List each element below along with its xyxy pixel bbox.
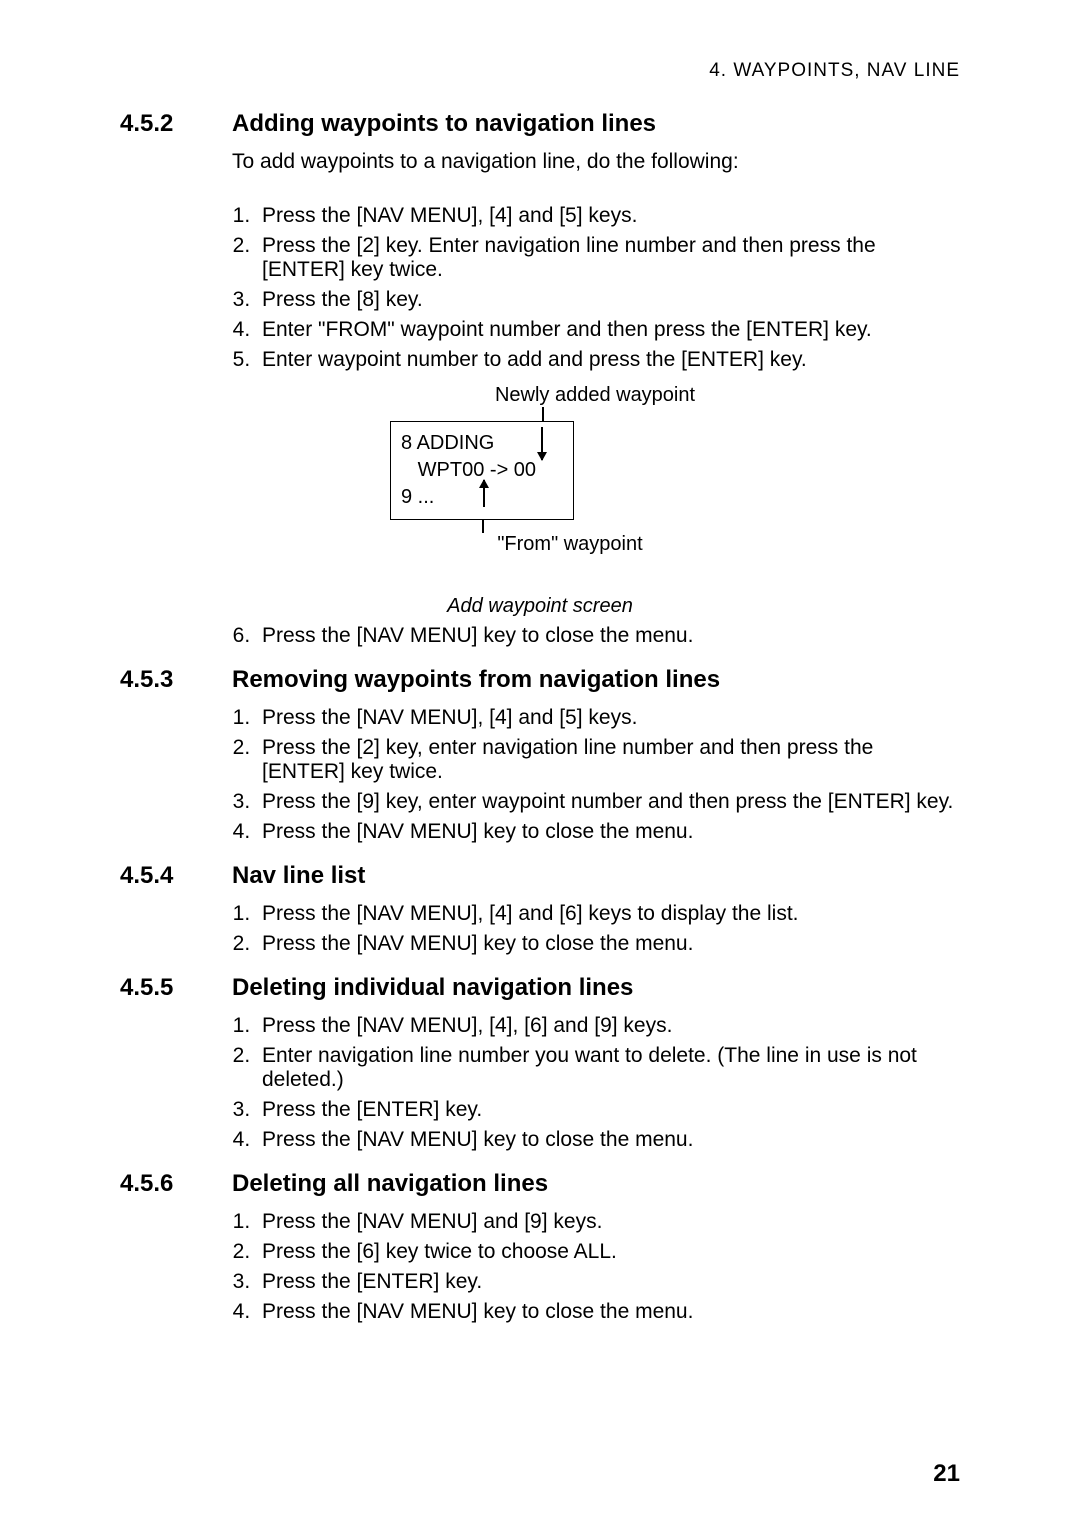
section-number: 4.5.2 bbox=[120, 110, 190, 138]
heading-4-5-6: 4.5.6 Deleting all navigation lines bbox=[120, 1170, 960, 1198]
diagram: Newly added waypoint 8 ADDING WPT00 -> 0… bbox=[380, 384, 700, 587]
steps-4-5-4: Press the [NAV MENU], [4] and [6] keys t… bbox=[232, 902, 960, 956]
step-item: Enter "FROM" waypoint number and then pr… bbox=[256, 318, 960, 342]
section-number: 4.5.4 bbox=[120, 862, 190, 890]
step-item: Press the [NAV MENU] key to close the me… bbox=[256, 1128, 960, 1152]
section-title: Deleting individual navigation lines bbox=[232, 974, 633, 1002]
step-item: Press the [NAV MENU], [4] and [5] keys. bbox=[256, 204, 960, 228]
step-item: Enter navigation line number you want to… bbox=[256, 1044, 960, 1092]
step-item: Press the [NAV MENU], [4] and [5] keys. bbox=[256, 706, 960, 730]
step-item: Press the [NAV MENU], [4] and [6] keys t… bbox=[256, 902, 960, 926]
step-item: Press the [8] key. bbox=[256, 288, 960, 312]
step-item: Press the [NAV MENU], [4], [6] and [9] k… bbox=[256, 1014, 960, 1038]
steps-4-5-3: Press the [NAV MENU], [4] and [5] keys. … bbox=[232, 706, 960, 844]
step-item: Press the [NAV MENU] key to close the me… bbox=[256, 820, 960, 844]
step-item: Press the [NAV MENU] key to close the me… bbox=[256, 932, 960, 956]
screen-box: 8 ADDING WPT00 -> 00 9 ... bbox=[390, 421, 574, 520]
step-item: Enter waypoint number to add and press t… bbox=[256, 348, 960, 372]
section-title: Deleting all navigation lines bbox=[232, 1170, 548, 1198]
heading-4-5-3: 4.5.3 Removing waypoints from navigation… bbox=[120, 666, 960, 694]
connector-line bbox=[482, 519, 484, 533]
heading-4-5-5: 4.5.5 Deleting individual navigation lin… bbox=[120, 974, 960, 1002]
heading-4-5-4: 4.5.4 Nav line list bbox=[120, 862, 960, 890]
section-title: Nav line list bbox=[232, 862, 365, 890]
heading-4-5-2: 4.5.2 Adding waypoints to navigation lin… bbox=[120, 110, 960, 138]
steps-4-5-6: Press the [NAV MENU] and [9] keys. Press… bbox=[232, 1210, 960, 1324]
diagram-label-bottom: "From" waypoint bbox=[410, 533, 730, 556]
step-item: Press the [NAV MENU] key to close the me… bbox=[256, 1300, 960, 1324]
step-item: Press the [NAV MENU] and [9] keys. bbox=[256, 1210, 960, 1234]
steps-4-5-2-part1: Press the [NAV MENU], [4] and [5] keys. … bbox=[232, 204, 960, 372]
step-item: Press the [6] key twice to choose ALL. bbox=[256, 1240, 960, 1264]
step-item: Press the [ENTER] key. bbox=[256, 1270, 960, 1294]
diagram-caption: Add waypoint screen bbox=[120, 595, 960, 618]
section-number: 4.5.6 bbox=[120, 1170, 190, 1198]
diagram-label-top: Newly added waypoint bbox=[490, 384, 700, 407]
running-header: 4. WAYPOINTS, NAV LINE bbox=[120, 60, 960, 82]
step-item: Press the [2] key. Enter navigation line… bbox=[256, 234, 960, 282]
steps-4-5-5: Press the [NAV MENU], [4], [6] and [9] k… bbox=[232, 1014, 960, 1152]
step-item: Press the [9] key, enter waypoint number… bbox=[256, 790, 960, 814]
section-title: Adding waypoints to navigation lines bbox=[232, 110, 656, 138]
step-item: Press the [NAV MENU] key to close the me… bbox=[256, 624, 960, 648]
section-title: Removing waypoints from navigation lines bbox=[232, 666, 720, 694]
step-item: Press the [2] key, enter navigation line… bbox=[256, 736, 960, 784]
screen-line-3: 9 ... bbox=[401, 484, 563, 511]
arrow-down-icon bbox=[541, 427, 543, 460]
step-item: Press the [ENTER] key. bbox=[256, 1098, 960, 1122]
section-number: 4.5.3 bbox=[120, 666, 190, 694]
arrow-up-icon bbox=[483, 480, 485, 507]
intro-text: To add waypoints to a navigation line, d… bbox=[232, 150, 960, 174]
section-number: 4.5.5 bbox=[120, 974, 190, 1002]
page: 4. WAYPOINTS, NAV LINE 4.5.2 Adding wayp… bbox=[0, 0, 1080, 1528]
steps-4-5-2-part2: Press the [NAV MENU] key to close the me… bbox=[232, 624, 960, 648]
page-number: 21 bbox=[933, 1460, 960, 1488]
diagram-body: 8 ADDING WPT00 -> 00 9 ... "From" waypoi… bbox=[380, 407, 700, 587]
connector-line bbox=[542, 407, 544, 421]
